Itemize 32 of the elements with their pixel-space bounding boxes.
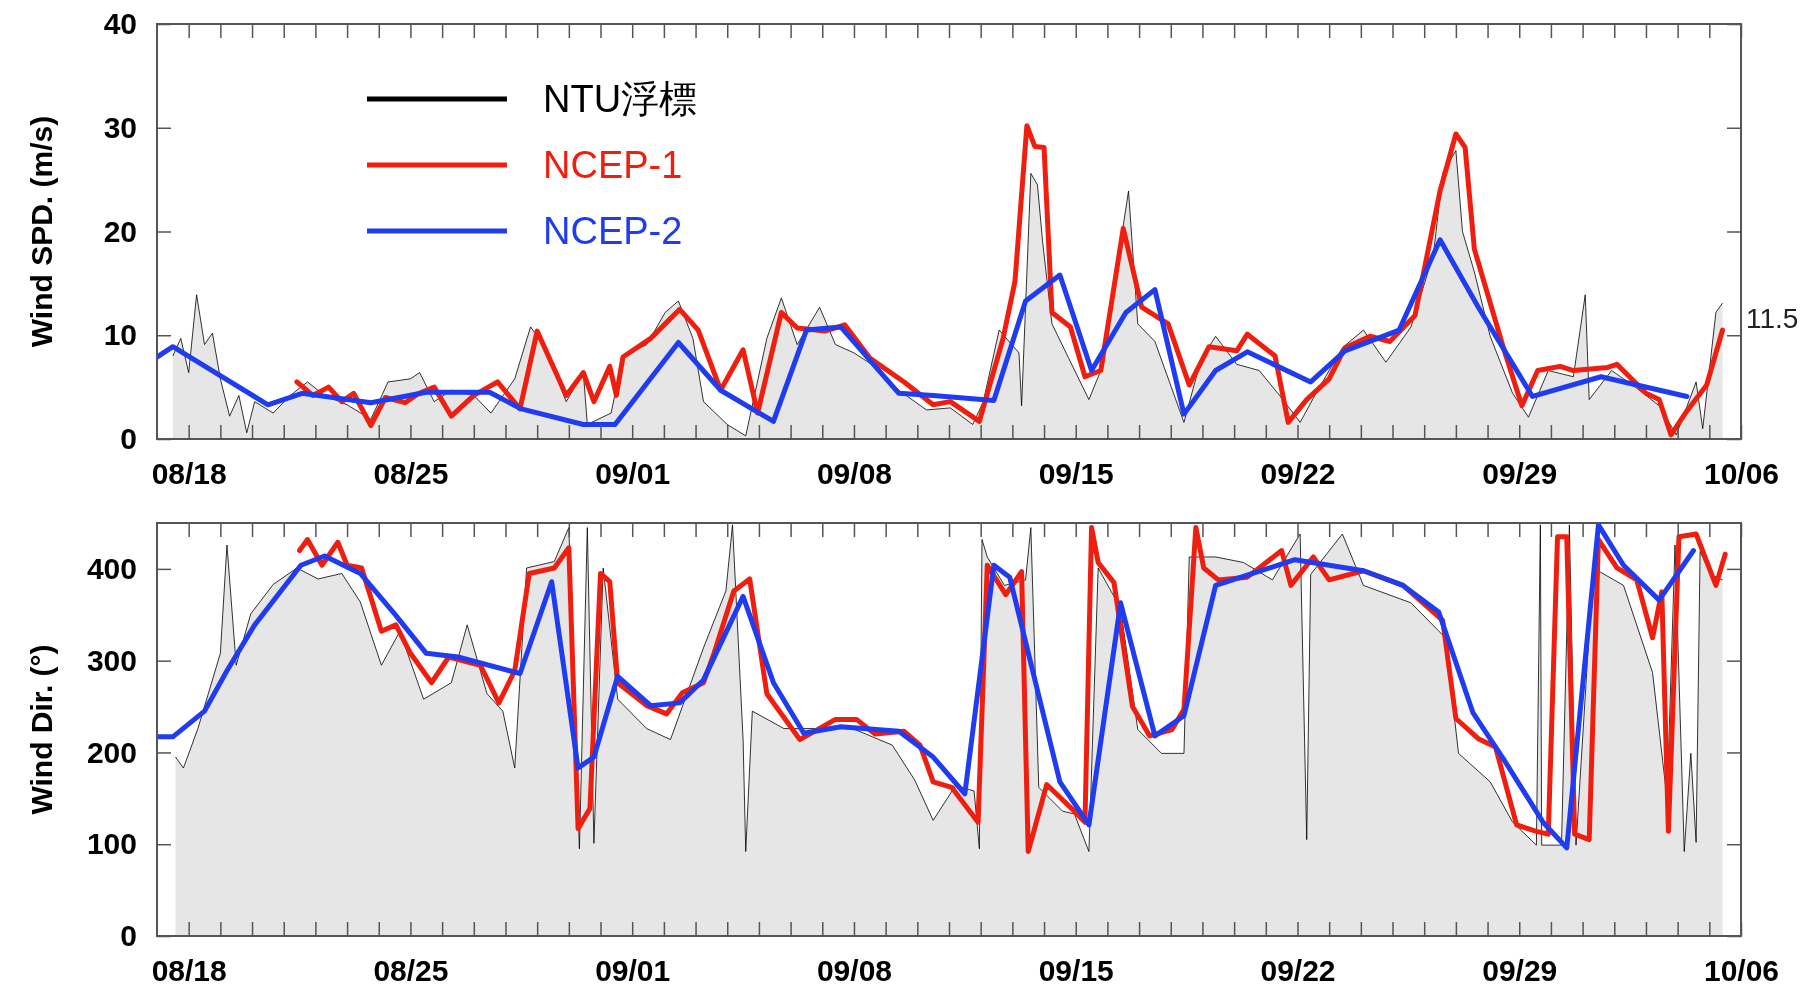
x-tick-label: 09/15: [1038, 954, 1114, 988]
y-tick-label: 20: [103, 214, 137, 248]
y-tick-label: 30: [103, 110, 137, 144]
x-tick-label: 09/29: [1482, 457, 1558, 491]
x-tick-label: 09/22: [1260, 954, 1336, 988]
x-tick-label: 09/22: [1260, 457, 1336, 491]
legend-label: NCEP-2: [543, 210, 683, 253]
y-tick-label: 10: [103, 318, 137, 352]
y-tick-label: 0: [120, 919, 137, 953]
y-axis-title: Wind Dir. (°): [25, 644, 58, 815]
x-tick-label: 10/06: [1703, 954, 1780, 988]
x-tick-label: 09/15: [1038, 457, 1114, 491]
x-tick-label: 10/06: [1703, 457, 1780, 491]
x-tick-label: 09/01: [595, 457, 671, 491]
x-tick-label: 09/01: [595, 954, 671, 988]
y-tick-label: 300: [86, 643, 137, 677]
x-tick-label: 08/25: [373, 457, 449, 491]
y-tick-label: 200: [86, 735, 137, 769]
text: 11.5: [1746, 303, 1799, 335]
legend-label: NTU浮標: [543, 78, 698, 121]
y-tick-label: 100: [86, 827, 137, 861]
y-tick-label: 0: [120, 422, 137, 456]
y-tick-label: 400: [86, 551, 137, 585]
x-tick-label: 09/08: [816, 954, 892, 988]
y-axis-title: Wind SPD. (m/s): [25, 115, 58, 348]
x-tick-label: 08/18: [151, 954, 227, 988]
x-tick-label: 08/18: [151, 457, 227, 491]
x-tick-label: 08/25: [373, 954, 449, 988]
x-tick-label: 09/29: [1482, 954, 1558, 988]
y-tick-label: 40: [103, 7, 137, 41]
legend-label: NCEP-1: [543, 144, 683, 187]
x-tick-label: 09/08: [816, 457, 892, 491]
